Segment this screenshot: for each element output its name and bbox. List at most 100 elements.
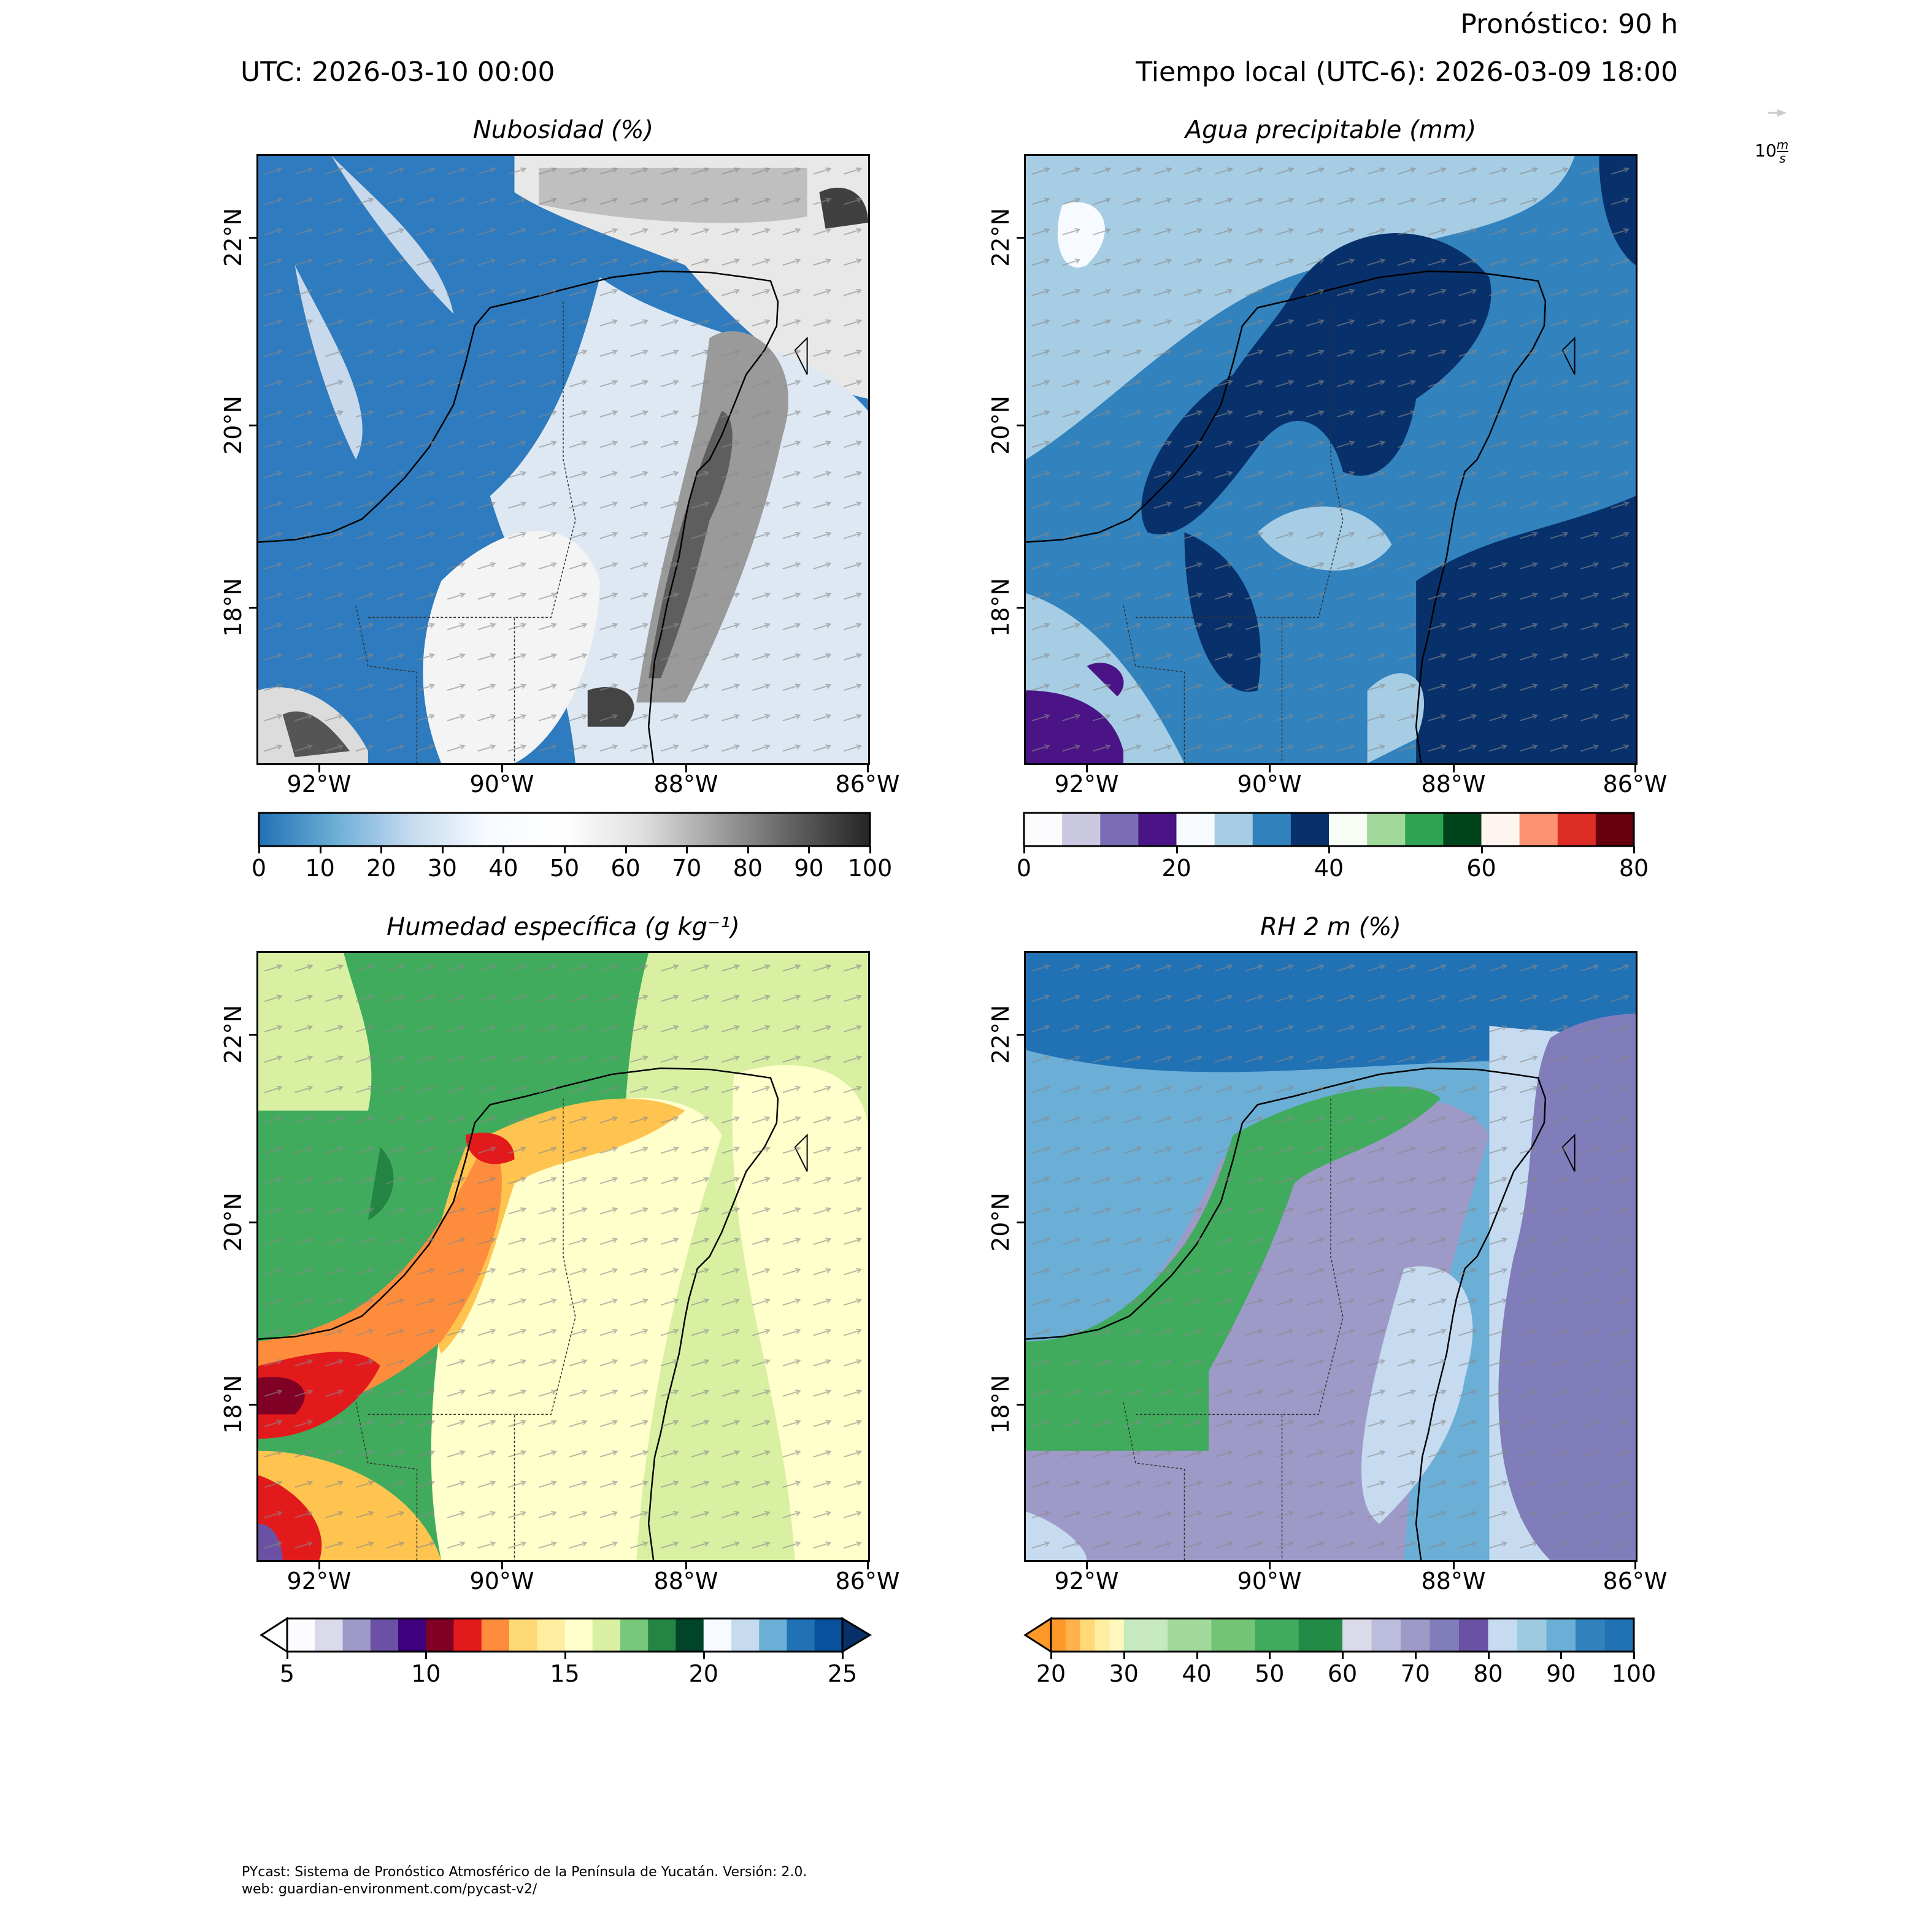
wind-vectors (1026, 953, 1636, 1560)
colorbar-tick-mark (564, 1652, 566, 1659)
colorbar-level (1481, 813, 1520, 846)
colorbar-level (731, 1618, 760, 1652)
colorbar-level (1176, 813, 1215, 846)
colorbar-tick-mark (380, 846, 383, 853)
colorbar-tick-label: 80 (1473, 1660, 1503, 1687)
colorbar-tick-mark (1050, 1652, 1052, 1659)
colorbar-tick-mark (425, 1652, 428, 1659)
lat-tick-mark (249, 1404, 256, 1406)
colorbar-tick-label: 15 (550, 1660, 580, 1687)
rh-2m-panel-title: RH 2 m (%) (1260, 913, 1401, 941)
colorbar-tick-mark (747, 846, 749, 853)
colorbar-tick-mark (1342, 1652, 1344, 1659)
nubosidad-map (256, 154, 870, 765)
forecast-hour: Pronóstico: 90 h (1460, 9, 1678, 40)
wind-vectors (1026, 156, 1636, 763)
colorbar-level (1123, 1618, 1168, 1652)
lat-tick-mark (249, 1222, 256, 1224)
wind-key-label: 10 m s (1755, 139, 1789, 166)
colorbar-tick-label: 20 (688, 1660, 718, 1687)
colorbar-level (1595, 813, 1634, 846)
lat-tick-mark (1017, 1034, 1024, 1036)
lat-tick-label: 20°N (220, 1193, 247, 1252)
footer-web: web: guardian-environment.com/pycast-v2/ (242, 1882, 537, 1897)
colorbar-level (1062, 813, 1101, 846)
colorbar-level (1065, 1618, 1080, 1652)
colorbar-level (1024, 813, 1063, 846)
colorbar-extend-min (260, 1617, 288, 1653)
colorbar-tick-mark (1196, 1652, 1198, 1659)
colorbar-level (1488, 1618, 1518, 1652)
colorbar-level (564, 1618, 593, 1652)
lat-tick-mark (1017, 237, 1024, 239)
lon-tick-mark (1453, 1562, 1455, 1569)
lat-tick-mark (1017, 607, 1024, 609)
colorbar-level (592, 1618, 621, 1652)
colorbar-tick-label: 0 (1016, 855, 1032, 882)
lon-tick-mark (318, 1562, 320, 1569)
colorbar-extend-max (841, 1617, 872, 1653)
lon-tick-label: 92°W (1054, 771, 1119, 798)
colorbar-tick-label: 90 (794, 855, 824, 882)
lat-tick-label: 18°N (220, 578, 247, 637)
lat-tick-label: 18°N (987, 578, 1014, 637)
lon-tick-label: 92°W (287, 1568, 352, 1595)
colorbar-tick-label: 100 (847, 855, 893, 882)
wind-key-unit-den: s (1779, 151, 1786, 166)
colorbar-tick-mark (1123, 1652, 1125, 1659)
agua-precipitable-panel-title: Agua precipitable (mm) (1185, 116, 1477, 144)
colorbar-tick-mark (258, 846, 260, 853)
lon-tick-label: 92°W (287, 771, 352, 798)
colorbar-tick-label: 20 (366, 855, 396, 882)
colorbar-level (1367, 813, 1406, 846)
colorbar-level (1168, 1618, 1212, 1652)
colorbar-level (1405, 813, 1444, 846)
lon-tick-label: 88°W (1421, 1568, 1486, 1595)
nubosidad-colorbar (258, 812, 871, 847)
colorbar-tick-label: 70 (672, 855, 702, 882)
lon-tick-label: 86°W (1603, 771, 1668, 798)
wind-key-arrow-icon (1768, 109, 1787, 117)
local-time: Tiempo local (UTC-6): 2026-03-09 18:00 (1136, 56, 1678, 88)
colorbar-tick-label: 60 (1327, 1660, 1358, 1687)
colorbar-level (398, 1618, 426, 1652)
colorbar-level (1546, 1618, 1576, 1652)
colorbar-tick-label: 100 (1611, 1660, 1657, 1687)
colorbar-tick-mark (625, 846, 627, 853)
humedad-especifica-map (256, 951, 870, 1562)
colorbar-level (1371, 1618, 1401, 1652)
colorbar-tick-label: 10 (411, 1660, 441, 1687)
colorbar-level (1517, 1618, 1547, 1652)
colorbar-level (1095, 1618, 1110, 1652)
colorbar-tick-mark (1269, 1652, 1271, 1659)
lon-tick-mark (685, 1562, 687, 1569)
colorbar-extend-min (1023, 1617, 1052, 1653)
lat-tick-mark (249, 1034, 256, 1036)
colorbar-tick-label: 80 (1618, 855, 1649, 882)
lon-tick-mark (685, 765, 687, 772)
lat-tick-label: 22°N (987, 1005, 1014, 1064)
lon-tick-mark (867, 765, 869, 772)
colorbar-tick-label: 40 (488, 855, 518, 882)
colorbar-level (453, 1618, 482, 1652)
colorbar-level (481, 1618, 510, 1652)
colorbar-level (509, 1618, 537, 1652)
colorbar-tick-mark (1328, 846, 1330, 853)
colorbar-level (1051, 1618, 1066, 1652)
lon-tick-label: 88°W (1421, 771, 1486, 798)
colorbar-tick-label: 30 (427, 855, 457, 882)
colorbar-tick-label: 0 (251, 855, 267, 882)
colorbar-level (1459, 1618, 1488, 1652)
humedad-especifica-panel-title: Humedad específica (g kg⁻¹) (387, 913, 740, 941)
nubosidad-panel-title: Nubosidad (%) (472, 116, 654, 144)
colorbar-level (675, 1618, 704, 1652)
colorbar-tick-mark (564, 846, 566, 853)
colorbar-level (787, 1618, 815, 1652)
colorbar-tick-label: 70 (1400, 1660, 1430, 1687)
colorbar-level (537, 1618, 565, 1652)
colorbar-level (759, 1618, 787, 1652)
colorbar-level (426, 1618, 454, 1652)
colorbar-tick-mark (808, 846, 810, 853)
lon-tick-mark (501, 765, 503, 772)
wind-key-value: 10 (1755, 140, 1777, 161)
